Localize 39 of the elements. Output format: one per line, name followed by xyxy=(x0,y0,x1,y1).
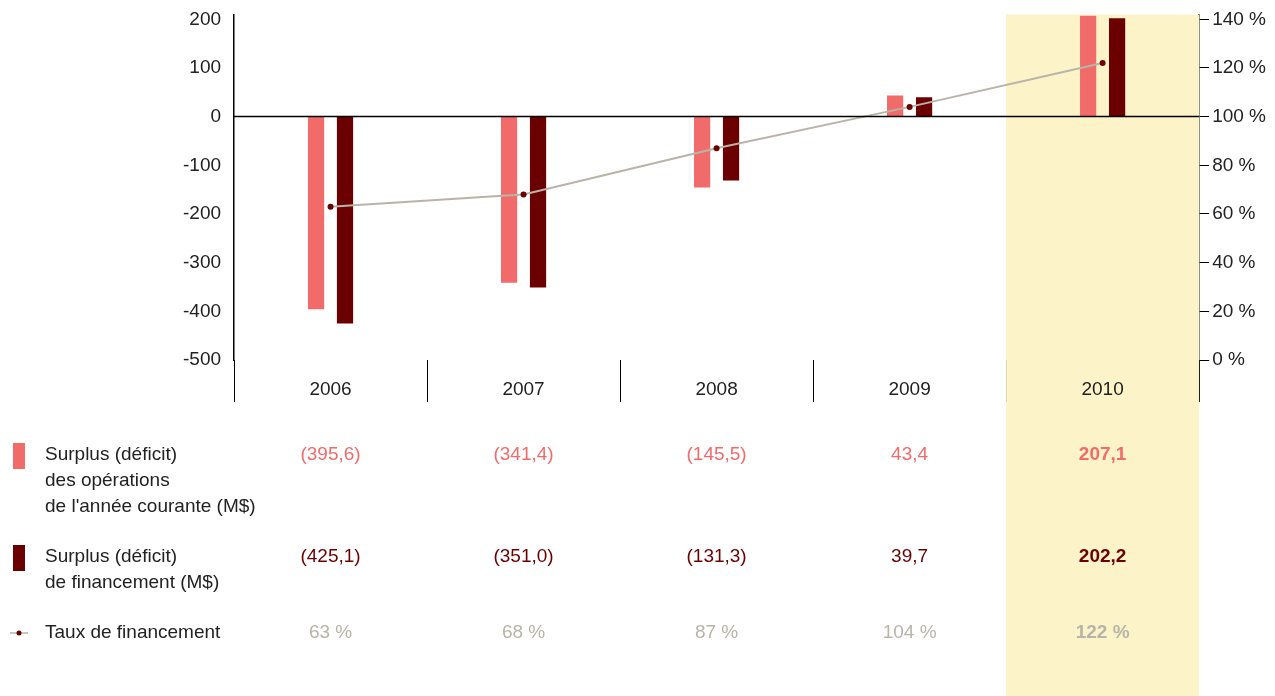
x-tick-label: 2008 xyxy=(695,378,738,400)
data-label: (341,4) xyxy=(493,443,554,465)
y-tick-label: -200 xyxy=(183,202,222,224)
x-tick-label: 2007 xyxy=(502,378,545,400)
y-tick-label: 100 xyxy=(189,56,222,78)
y2-tick-label: 140 % xyxy=(1212,7,1267,29)
data-label: 122 % xyxy=(1075,621,1130,643)
data-label: (351,0) xyxy=(493,545,554,567)
y2-tick-label: 40 % xyxy=(1212,250,1256,272)
data-label: 202,2 xyxy=(1078,545,1127,567)
data-label: (425,1) xyxy=(300,545,361,567)
data-label: 43,4 xyxy=(891,443,929,465)
y2-tick-label: 60 % xyxy=(1212,202,1256,224)
x-tick-label: 2006 xyxy=(309,378,352,400)
y2-tick-label: 80 % xyxy=(1212,153,1256,175)
data-label: (131,3) xyxy=(686,545,747,567)
y-tick-label: 200 xyxy=(189,7,222,29)
legend-label: Surplus (déficit) des opérations de l'année courante (M$) xyxy=(45,443,256,517)
y-tick-label: 0 xyxy=(210,104,222,126)
y2-tick-label: 100 % xyxy=(1212,104,1267,126)
data-label: 87 % xyxy=(694,621,739,643)
data-label: 68 % xyxy=(501,621,546,643)
x-tick-label: 2009 xyxy=(888,378,931,400)
y2-tick-label: 0 % xyxy=(1212,348,1245,370)
data-label: 104 % xyxy=(882,621,937,643)
y-tick-label: -400 xyxy=(183,299,222,321)
y-tick-label: -500 xyxy=(183,348,222,370)
data-label: (395,6) xyxy=(300,443,361,465)
legend-label: Surplus (déficit) de financement (M$) xyxy=(45,545,220,593)
data-label: 39,7 xyxy=(891,545,929,567)
data-label: (145,5) xyxy=(686,443,747,465)
data-label: 63 % xyxy=(308,621,353,643)
y2-tick-label: 20 % xyxy=(1212,299,1256,321)
x-tick-label: 2010 xyxy=(1081,378,1124,400)
y2-tick-label: 120 % xyxy=(1212,56,1267,78)
y-tick-label: -300 xyxy=(183,250,222,272)
data-label: 207,1 xyxy=(1078,443,1127,465)
y-tick-label: -100 xyxy=(183,153,222,175)
legend-label: Taux de financement xyxy=(45,621,222,643)
